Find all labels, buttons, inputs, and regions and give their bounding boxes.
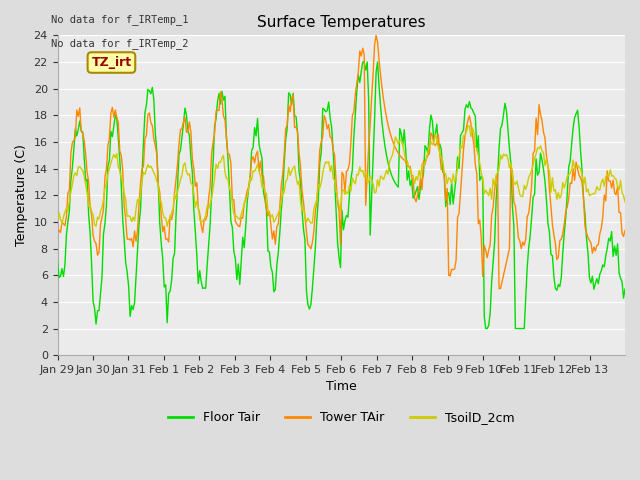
Text: No data for f_IRTemp_1: No data for f_IRTemp_1 (51, 14, 189, 25)
Legend: Floor Tair, Tower TAir, TsoilD_2cm: Floor Tair, Tower TAir, TsoilD_2cm (163, 406, 519, 429)
Text: TZ_irt: TZ_irt (92, 56, 131, 69)
Title: Surface Temperatures: Surface Temperatures (257, 15, 426, 30)
Y-axis label: Temperature (C): Temperature (C) (15, 144, 28, 246)
X-axis label: Time: Time (326, 381, 356, 394)
Text: No data for f_IRTemp_2: No data for f_IRTemp_2 (51, 38, 189, 49)
